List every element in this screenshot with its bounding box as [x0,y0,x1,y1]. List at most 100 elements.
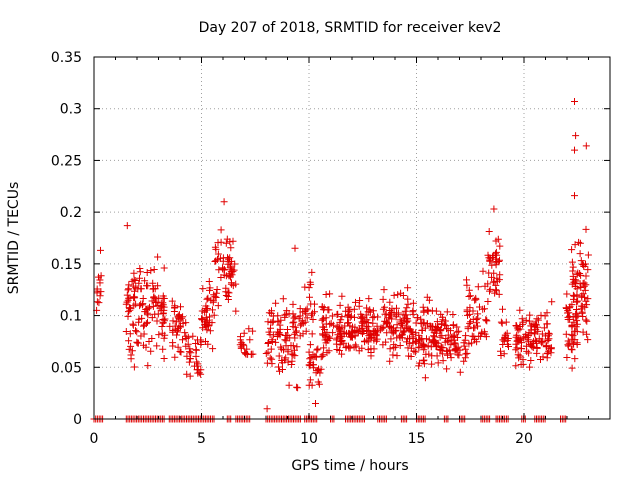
data-point [396,342,404,349]
data-point [236,336,244,344]
data-point [329,329,337,337]
data-point [142,306,150,313]
data-point [578,308,586,316]
data-point [433,352,441,360]
data-point [137,285,145,293]
data-point [382,310,390,318]
data-point [436,345,444,353]
data-point [140,322,147,330]
data-point [214,250,222,258]
data-point [186,345,194,353]
data-point [419,340,427,348]
data-point [372,332,380,340]
data-point [377,324,385,332]
data-point [577,305,585,313]
data-point [223,235,231,243]
data-point [421,374,429,382]
data-point [93,298,101,306]
data-point [326,290,334,298]
data-point [174,324,182,332]
data-point [523,334,531,342]
data-point [584,266,592,274]
data-point [393,304,400,312]
data-point [424,307,432,315]
y-axis-label: SRMTID / TECUs [6,182,22,295]
data-point [266,331,274,339]
data-point [540,324,548,332]
data-point [352,298,359,306]
x-tick-label: 15 [408,431,426,447]
data-point [568,258,576,266]
data-point [465,340,473,348]
x-tick-label: 0 [90,431,99,447]
data-point [441,338,449,346]
data-point [193,366,201,374]
data-point [460,342,468,350]
data-point [423,293,431,301]
data-point [168,297,176,305]
data-point [174,343,182,351]
data-point [345,344,353,352]
data-point [572,277,580,285]
data-point [249,327,257,335]
data-point [264,348,272,356]
data-point [398,320,405,327]
data-point [460,357,468,365]
data-point [267,319,275,326]
data-point [243,345,251,353]
data-point [228,257,235,265]
data-point [220,198,228,206]
data-point [446,350,454,358]
data-point [383,329,391,337]
data-point [516,352,524,360]
data-point [447,354,455,362]
data-point [568,323,576,331]
data-point [542,341,550,349]
data-point [149,302,157,310]
data-point [418,342,426,350]
data-point [207,296,215,304]
data-point [264,318,272,326]
data-point [360,317,368,325]
data-point [246,336,254,344]
data-point [488,261,496,269]
data-point [479,267,487,275]
data-point [399,311,407,319]
data-point [434,359,442,367]
data-point [340,339,348,347]
data-point [320,344,328,352]
data-point [443,365,451,373]
data-point [366,334,374,342]
data-point [184,340,192,348]
data-point [420,360,428,368]
data-point [134,339,142,347]
data-point [380,286,388,294]
y-tick-label: 0.1 [60,309,82,325]
data-point [485,228,493,235]
data-point [291,244,299,252]
data-point [319,323,327,331]
data-point [355,302,363,310]
data-point [126,304,133,312]
data-point [139,295,147,302]
data-point [369,314,377,322]
data-point [242,349,250,357]
data-point [486,285,494,293]
data-point [267,345,275,353]
data-point [166,322,174,330]
data-point [268,355,276,363]
data-point [494,235,502,243]
data-point [484,298,492,305]
data-point [315,366,323,374]
y-tick-label: 0.35 [51,50,82,66]
data-point [338,313,346,321]
data-point [151,285,159,293]
data-point [275,352,283,360]
data-point [192,340,200,347]
data-point [515,354,523,362]
data-point [222,239,230,247]
data-point [517,361,525,368]
y-tick-label: 0.3 [60,102,82,118]
data-point [327,319,335,327]
